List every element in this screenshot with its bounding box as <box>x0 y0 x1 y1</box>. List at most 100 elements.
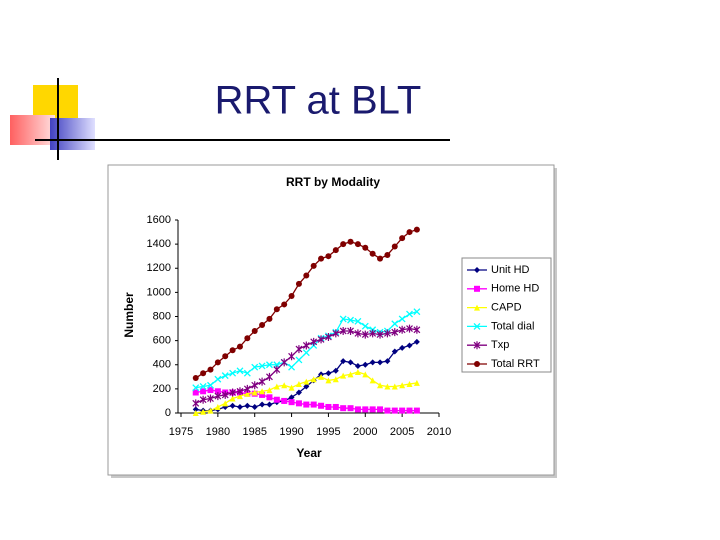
marker <box>259 321 266 328</box>
x-tick-label: 1980 <box>206 426 230 438</box>
marker <box>325 377 332 384</box>
y-tick-label: 400 <box>153 359 171 371</box>
marker <box>280 358 288 367</box>
marker <box>251 389 258 396</box>
marker <box>406 324 413 333</box>
marker <box>362 361 369 368</box>
marker <box>399 344 406 351</box>
marker <box>347 405 354 412</box>
marker <box>265 361 273 369</box>
marker <box>340 241 347 248</box>
marker <box>251 381 259 390</box>
marker <box>302 341 310 350</box>
y-tick-label: 200 <box>153 383 171 395</box>
marker <box>236 403 243 410</box>
marker <box>413 379 420 386</box>
marker <box>259 401 266 408</box>
marker <box>243 384 251 393</box>
marker <box>413 226 420 233</box>
marker <box>303 378 310 385</box>
marker <box>377 255 384 262</box>
x-tick-label: 1990 <box>279 426 303 438</box>
legend-label: CAPD <box>491 302 522 314</box>
legend-label: Unit HD <box>491 264 530 276</box>
marker <box>399 235 406 242</box>
chart-title: RRT by Modality <box>286 175 380 189</box>
marker <box>325 403 332 410</box>
marker <box>244 390 251 397</box>
deco-square <box>33 85 78 118</box>
marker <box>199 395 207 404</box>
marker <box>377 382 384 389</box>
marker <box>406 310 413 318</box>
marker <box>332 403 339 410</box>
marker <box>214 375 222 383</box>
marker <box>354 241 361 248</box>
marker <box>318 402 325 409</box>
marker <box>288 363 296 371</box>
marker <box>288 384 295 391</box>
marker <box>340 372 347 379</box>
marker <box>229 388 237 397</box>
marker <box>406 407 413 414</box>
marker <box>377 359 384 366</box>
marker <box>281 382 288 389</box>
marker <box>236 367 244 375</box>
marker <box>318 373 325 380</box>
marker <box>251 403 258 410</box>
y-tick-label: 600 <box>153 335 171 347</box>
marker <box>406 381 413 388</box>
legend-label: Txp <box>491 339 509 351</box>
marker <box>398 315 406 323</box>
marker <box>384 407 391 414</box>
marker <box>207 381 214 389</box>
marker <box>474 285 480 292</box>
marker <box>310 337 318 346</box>
marker <box>221 390 229 399</box>
marker <box>288 352 295 361</box>
marker <box>200 408 207 415</box>
marker <box>339 315 347 323</box>
y-tick-label: 1400 <box>147 238 171 250</box>
marker <box>362 406 369 413</box>
marker <box>362 371 369 378</box>
y-tick-label: 1200 <box>147 262 171 274</box>
marker <box>295 356 303 364</box>
marker <box>266 387 273 394</box>
marker <box>236 387 244 396</box>
marker <box>369 377 376 384</box>
marker <box>413 338 420 345</box>
marker <box>266 401 273 408</box>
marker <box>354 406 361 413</box>
marker <box>229 369 237 377</box>
marker <box>251 363 259 371</box>
marker <box>214 392 222 401</box>
x-tick-label: 1975 <box>169 426 193 438</box>
marker <box>325 253 332 260</box>
marker <box>222 400 229 407</box>
marker <box>244 335 251 342</box>
marker <box>214 388 221 395</box>
legend-label: Total dial <box>491 320 534 332</box>
marker <box>369 406 376 413</box>
marker <box>207 366 214 373</box>
marker <box>192 375 199 382</box>
marker <box>474 304 480 311</box>
marker <box>399 382 406 389</box>
marker <box>229 402 236 409</box>
x-axis-label: Year <box>296 446 322 460</box>
marker <box>281 301 288 308</box>
marker <box>310 376 317 383</box>
marker <box>236 343 243 350</box>
marker <box>303 401 310 408</box>
x-tick-label: 1995 <box>316 426 340 438</box>
marker <box>310 401 317 408</box>
marker <box>295 400 302 407</box>
marker <box>192 384 200 392</box>
marker <box>332 329 340 338</box>
marker <box>199 383 207 390</box>
marker <box>214 359 221 366</box>
marker <box>207 407 214 414</box>
